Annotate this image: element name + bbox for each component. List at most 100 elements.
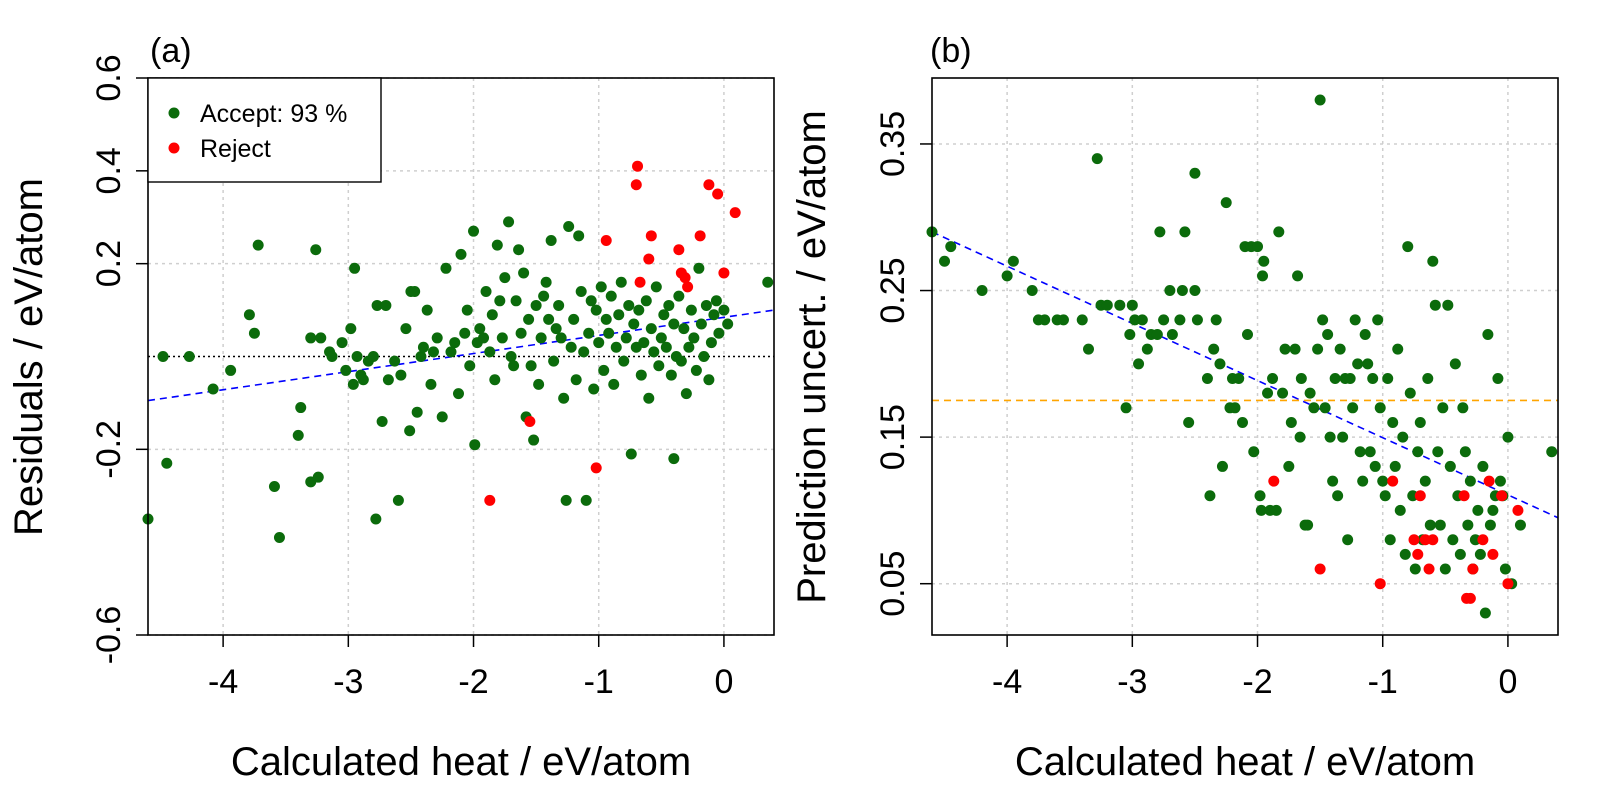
point-accept [1220, 197, 1232, 209]
point-accept [1349, 314, 1361, 326]
point-accept [1367, 372, 1379, 384]
point-accept [1444, 460, 1456, 472]
point-accept [1262, 387, 1274, 399]
point-accept [1432, 446, 1444, 458]
point-accept [575, 286, 587, 298]
legend-reject-marker [168, 142, 180, 154]
panel-a-points [142, 160, 774, 544]
point-accept [1141, 343, 1153, 355]
point-reject [1512, 504, 1524, 516]
point-accept [351, 351, 363, 362]
point-reject [1464, 592, 1476, 604]
point-accept [392, 494, 404, 506]
point-accept [1233, 372, 1245, 384]
point-reject [694, 230, 706, 242]
point-accept [695, 318, 707, 330]
point-accept [1083, 343, 1094, 355]
point-accept [558, 392, 570, 404]
point-accept [680, 388, 692, 400]
point-accept [1126, 299, 1138, 311]
point-accept [625, 448, 637, 460]
point-accept [698, 351, 710, 362]
point-accept [690, 364, 702, 376]
point-accept [1189, 285, 1201, 297]
point-accept [700, 299, 712, 311]
point-accept [310, 244, 322, 256]
point-accept [1164, 285, 1176, 297]
point-accept [508, 360, 520, 372]
point-reject [682, 281, 694, 293]
point-accept [620, 332, 632, 344]
point-accept [1499, 563, 1511, 575]
point-accept [1454, 548, 1466, 560]
point-reject [524, 415, 536, 427]
point-accept [305, 332, 317, 344]
x-tick-label: -3 [1117, 663, 1147, 701]
point-accept [1295, 372, 1307, 384]
point-accept [513, 244, 525, 256]
point-accept [1364, 446, 1376, 458]
point-reject [645, 230, 657, 242]
point-accept [1101, 299, 1113, 311]
point-accept [618, 355, 630, 367]
point-accept [1404, 387, 1416, 399]
point-reject [1477, 534, 1489, 546]
point-accept [1254, 490, 1266, 502]
point-accept [1201, 372, 1213, 384]
point-accept [1427, 255, 1439, 267]
point-accept [710, 295, 722, 307]
point-accept [1492, 372, 1504, 384]
point-accept [615, 276, 627, 288]
point-accept [1372, 314, 1384, 326]
point-accept [945, 241, 957, 253]
point-accept [1334, 343, 1346, 355]
point-accept [545, 234, 557, 246]
panel-a-y-axis-title: Residuals / eV/atom [7, 178, 51, 536]
point-accept [578, 346, 590, 358]
point-accept [1449, 358, 1461, 370]
point-accept [1158, 314, 1170, 326]
trend-line [931, 231, 1559, 519]
point-accept [389, 355, 401, 367]
point-reject [630, 179, 642, 191]
point-accept [252, 239, 264, 251]
point-accept [1332, 490, 1344, 502]
point-reject [1374, 578, 1386, 590]
point-accept [510, 295, 522, 307]
point-accept [1166, 329, 1178, 341]
point-accept [683, 341, 695, 353]
point-accept [535, 332, 547, 344]
point-accept [668, 453, 680, 465]
legend-reject-label: Reject [200, 135, 271, 163]
point-accept [1379, 490, 1391, 502]
point-accept [678, 323, 690, 335]
point-accept [1236, 416, 1248, 428]
point-accept [440, 262, 452, 274]
legend-box [147, 77, 382, 183]
point-reject [1412, 548, 1424, 560]
point-accept [668, 318, 680, 330]
point-accept [1487, 504, 1499, 516]
point-accept [660, 341, 672, 353]
point-accept [340, 364, 352, 376]
point-accept [713, 327, 725, 339]
point-reject [712, 188, 724, 200]
point-accept [1362, 358, 1374, 370]
point-accept [1369, 460, 1381, 472]
point-accept [474, 323, 486, 335]
point-accept [1229, 402, 1241, 414]
point-accept [431, 332, 443, 344]
point-accept [528, 434, 540, 446]
x-tick-label: -2 [458, 663, 488, 701]
point-accept [1337, 431, 1349, 443]
panel-b-points [926, 94, 1558, 619]
point-accept [1359, 329, 1371, 341]
point-accept [445, 346, 457, 358]
point-accept [411, 406, 423, 418]
panel-b-label: (b) [930, 32, 972, 70]
point-accept [1442, 299, 1454, 311]
point-reject [1427, 534, 1439, 546]
point-accept [1342, 534, 1354, 546]
point-accept [1114, 299, 1126, 311]
